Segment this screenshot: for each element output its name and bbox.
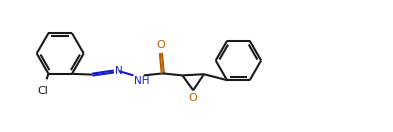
Text: N: N	[115, 66, 123, 76]
Text: Cl: Cl	[37, 86, 48, 96]
Text: NH: NH	[134, 76, 150, 86]
Text: O: O	[156, 40, 165, 50]
Text: O: O	[189, 93, 198, 103]
